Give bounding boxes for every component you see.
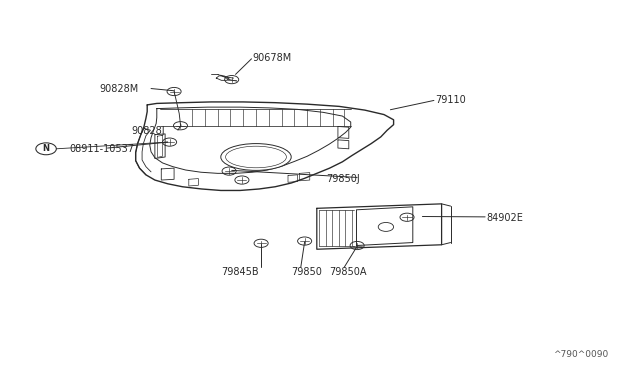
- Text: 79850: 79850: [291, 267, 322, 277]
- Text: 08911-10537: 08911-10537: [69, 144, 134, 154]
- Text: 90828J: 90828J: [131, 126, 165, 136]
- Text: 90678M: 90678M: [253, 53, 292, 62]
- Text: 90828M: 90828M: [99, 84, 138, 94]
- Text: 79845B: 79845B: [221, 267, 259, 277]
- Ellipse shape: [221, 144, 291, 170]
- Text: 79110: 79110: [435, 96, 466, 105]
- Ellipse shape: [226, 146, 287, 168]
- Text: ^790^0090: ^790^0090: [553, 350, 608, 359]
- Text: 79850J: 79850J: [326, 174, 360, 183]
- Text: 79850A: 79850A: [330, 267, 367, 277]
- Text: 84902E: 84902E: [486, 213, 524, 222]
- Text: N: N: [43, 144, 49, 153]
